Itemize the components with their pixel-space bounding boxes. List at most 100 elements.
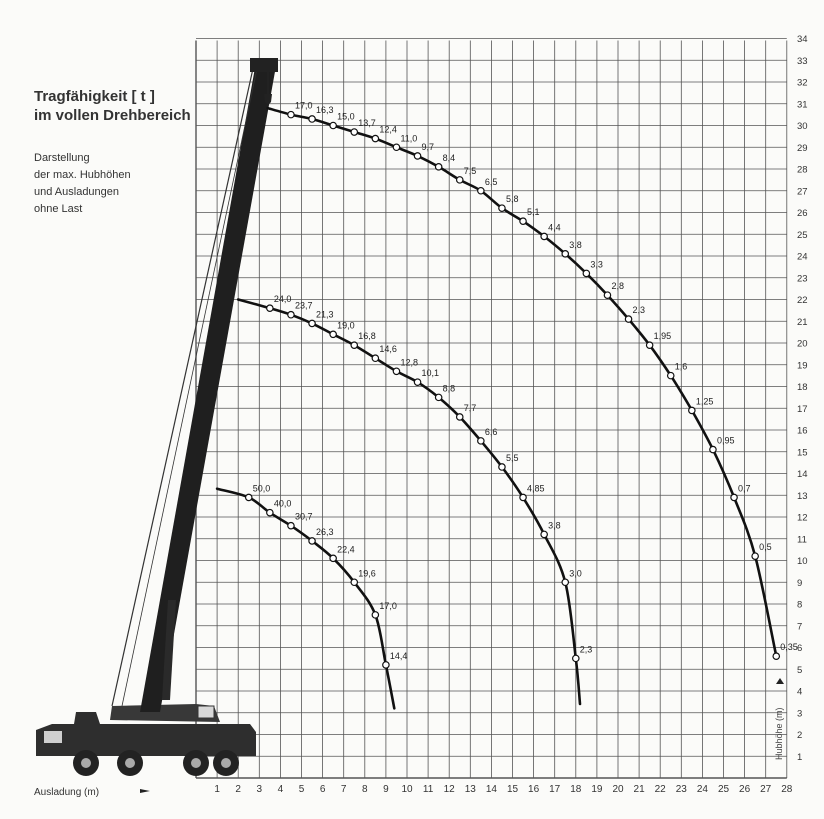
y-tick-label: 4 bbox=[797, 687, 802, 698]
y-tick-label: 12 bbox=[797, 513, 808, 524]
y-tick-label: 15 bbox=[797, 447, 808, 458]
chart-subtitle-line-4: ohne Last bbox=[34, 203, 83, 215]
curve-point bbox=[413, 152, 422, 160]
x-tick-label: 2 bbox=[235, 784, 241, 795]
y-tick-label: 5 bbox=[797, 665, 802, 676]
curve-point bbox=[308, 115, 316, 123]
data-label: 17,0 bbox=[295, 101, 313, 111]
data-label: 50,0 bbox=[253, 483, 271, 493]
data-label: 10,1 bbox=[422, 368, 440, 378]
data-label: 30,7 bbox=[295, 512, 313, 522]
data-label: 15,0 bbox=[337, 112, 355, 122]
curve-point bbox=[371, 611, 380, 619]
curve-point bbox=[350, 128, 359, 136]
data-label: 6,5 bbox=[485, 177, 498, 187]
curve-point bbox=[519, 493, 527, 502]
curve-point bbox=[266, 304, 274, 313]
crane-boom-head bbox=[250, 58, 278, 72]
curve-point bbox=[751, 552, 759, 560]
x-tick-label: 7 bbox=[341, 784, 347, 795]
data-label: 2,3 bbox=[580, 644, 593, 654]
curve-point bbox=[350, 341, 359, 349]
curve-point bbox=[477, 186, 485, 195]
curve-point bbox=[371, 134, 380, 143]
data-label: 16,3 bbox=[316, 105, 334, 115]
data-label: 1,6 bbox=[675, 362, 688, 372]
data-label: 1,95 bbox=[654, 331, 672, 341]
curve-point bbox=[582, 269, 591, 278]
x-tick-label: 23 bbox=[676, 784, 688, 795]
data-label: 3,0 bbox=[569, 568, 582, 578]
curve-point bbox=[540, 530, 548, 539]
curve-point bbox=[645, 341, 654, 349]
curve-point bbox=[287, 110, 295, 119]
curve-point bbox=[434, 163, 443, 171]
data-label: 17,0 bbox=[379, 601, 397, 611]
data-label: 4,4 bbox=[548, 222, 561, 232]
data-label: 9,7 bbox=[422, 142, 435, 152]
data-label: 24,0 bbox=[274, 294, 292, 304]
data-label: 3,3 bbox=[590, 259, 603, 269]
data-label: 1,25 bbox=[696, 396, 714, 406]
y-tick-label: 13 bbox=[797, 491, 808, 502]
y-tick-label: 25 bbox=[797, 230, 808, 241]
y-tick-label: 3 bbox=[797, 708, 802, 719]
data-label: 40,0 bbox=[274, 499, 292, 509]
y-tick-label: 34 bbox=[797, 34, 808, 45]
y-tick-label: 14 bbox=[797, 469, 808, 480]
crane-wheel-hub bbox=[125, 758, 135, 768]
crane-carrier-body bbox=[36, 712, 256, 756]
curve-point bbox=[382, 661, 390, 669]
y-tick-label: 6 bbox=[797, 643, 802, 654]
x-tick-label: 13 bbox=[465, 784, 477, 795]
x-tick-label: 24 bbox=[697, 784, 709, 795]
data-label: 22,4 bbox=[337, 544, 355, 554]
data-label: 8,4 bbox=[443, 153, 456, 163]
curve-point bbox=[266, 508, 274, 517]
curve-line-1 bbox=[215, 487, 396, 710]
x-tick-label: 16 bbox=[528, 784, 540, 795]
data-label: 2,8 bbox=[611, 281, 624, 291]
curve-point bbox=[772, 652, 781, 661]
crane-guy-line bbox=[111, 63, 255, 707]
curve-point bbox=[434, 393, 443, 402]
data-label: 8,8 bbox=[443, 383, 456, 393]
x-tick-label: 20 bbox=[612, 784, 624, 795]
curve-point bbox=[392, 143, 401, 152]
x-tick-label: 21 bbox=[634, 784, 646, 795]
y-tick-label: 26 bbox=[797, 208, 808, 219]
crane-operator-cab bbox=[197, 705, 215, 719]
crane-superstructure bbox=[110, 704, 220, 722]
data-label: 23,7 bbox=[295, 301, 313, 311]
y-tick-label: 23 bbox=[797, 273, 808, 284]
y-axis-ticks: 1234567891011121314151617181920212223242… bbox=[797, 34, 808, 763]
data-label: 7,5 bbox=[464, 166, 477, 176]
y-tick-label: 21 bbox=[797, 317, 808, 328]
curve-point bbox=[455, 176, 464, 184]
data-label: 3,8 bbox=[548, 520, 561, 530]
data-label: 0,95 bbox=[717, 436, 735, 446]
marker-arrow-icon bbox=[776, 678, 784, 684]
curve-point bbox=[730, 493, 738, 502]
crane-boom bbox=[140, 62, 276, 712]
crane-wheel-hub bbox=[191, 758, 201, 768]
curve-point bbox=[519, 217, 527, 226]
x-tick-label: 18 bbox=[570, 784, 582, 795]
y-tick-label: 30 bbox=[797, 121, 808, 132]
y-tick-label: 16 bbox=[797, 426, 808, 437]
y-tick-label: 19 bbox=[797, 360, 808, 371]
y-tick-label: 1 bbox=[797, 752, 802, 763]
crane-hook bbox=[264, 94, 272, 104]
data-label: 7,7 bbox=[464, 403, 477, 413]
y-tick-label: 29 bbox=[797, 143, 808, 154]
curve-point bbox=[455, 413, 464, 421]
data-label: 19,6 bbox=[358, 568, 376, 578]
curve-point bbox=[371, 354, 380, 363]
x-tick-label: 11 bbox=[423, 784, 434, 795]
data-label: 12,8 bbox=[400, 357, 418, 367]
data-label: 0,35 bbox=[780, 642, 798, 652]
x-axis-arrow-icon bbox=[140, 789, 150, 793]
chart-subtitle-line-3: und Ausladungen bbox=[34, 186, 120, 198]
x-tick-label: 26 bbox=[739, 784, 751, 795]
